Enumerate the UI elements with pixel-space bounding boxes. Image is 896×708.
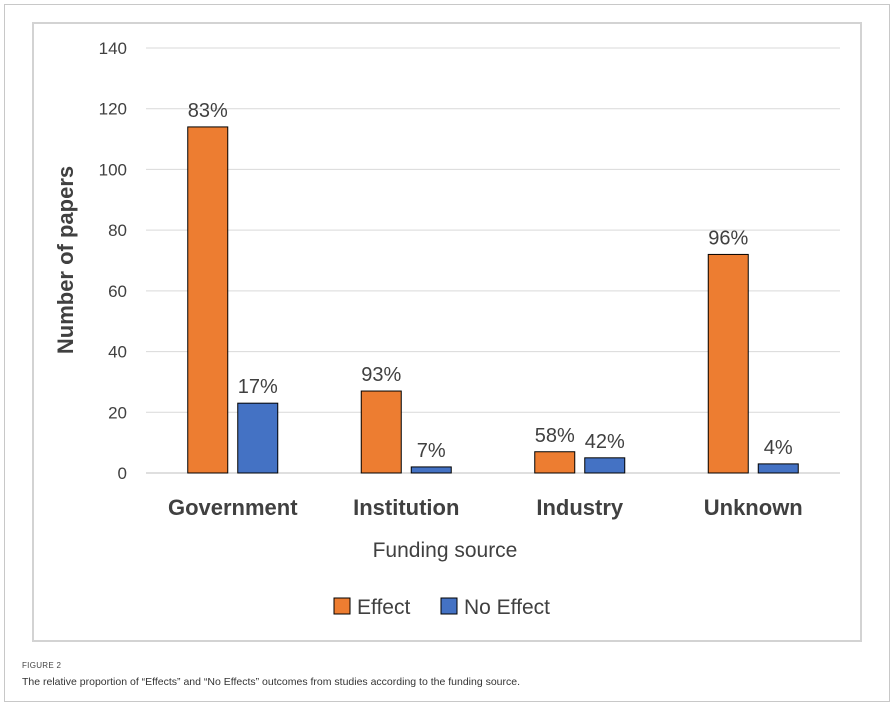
bar-no-effect <box>237 402 279 474</box>
y-tick-label: 20 <box>108 403 127 422</box>
data-label: 58% <box>535 425 575 447</box>
y-tick-label: 100 <box>99 160 127 179</box>
x-axis-title: Funding source <box>373 539 518 562</box>
bar-no-effect <box>410 466 452 474</box>
data-label: 42% <box>585 431 625 453</box>
figure-label: FIGURE 2 <box>22 661 62 670</box>
y-tick-label: 80 <box>108 221 127 240</box>
legend-swatch <box>440 597 458 615</box>
y-axis-title: Number of papers <box>53 166 78 354</box>
bar-no-effect <box>584 457 626 474</box>
legend-swatch <box>333 597 351 615</box>
x-tick-label: Industry <box>536 495 624 520</box>
data-label: 17% <box>238 376 278 398</box>
y-tick-label: 140 <box>99 39 127 58</box>
bar-effect <box>534 451 576 474</box>
legend-label: No Effect <box>464 596 550 619</box>
data-label: 4% <box>764 437 793 459</box>
x-tick-label: Unknown <box>704 495 803 520</box>
bar-effect <box>360 390 402 474</box>
data-label: 93% <box>361 364 401 386</box>
bar-effect <box>707 253 749 474</box>
figure-caption: The relative proportion of “Effects” and… <box>22 676 521 688</box>
data-label: 7% <box>417 440 446 462</box>
y-tick-label: 60 <box>108 282 127 301</box>
y-tick-label: 40 <box>108 343 127 362</box>
bar-effect <box>187 126 229 474</box>
bar-no-effect <box>757 463 799 474</box>
data-label: 83% <box>188 100 228 122</box>
x-tick-label: Institution <box>353 495 459 520</box>
y-tick-label: 120 <box>99 100 127 119</box>
legend-label: Effect <box>357 596 410 619</box>
x-tick-label: Government <box>168 495 298 520</box>
y-tick-label: 0 <box>118 464 127 483</box>
data-label: 96% <box>708 227 748 249</box>
